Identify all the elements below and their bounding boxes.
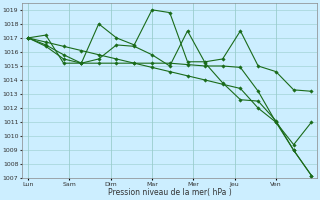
- X-axis label: Pression niveau de la mer( hPa ): Pression niveau de la mer( hPa ): [108, 188, 231, 197]
